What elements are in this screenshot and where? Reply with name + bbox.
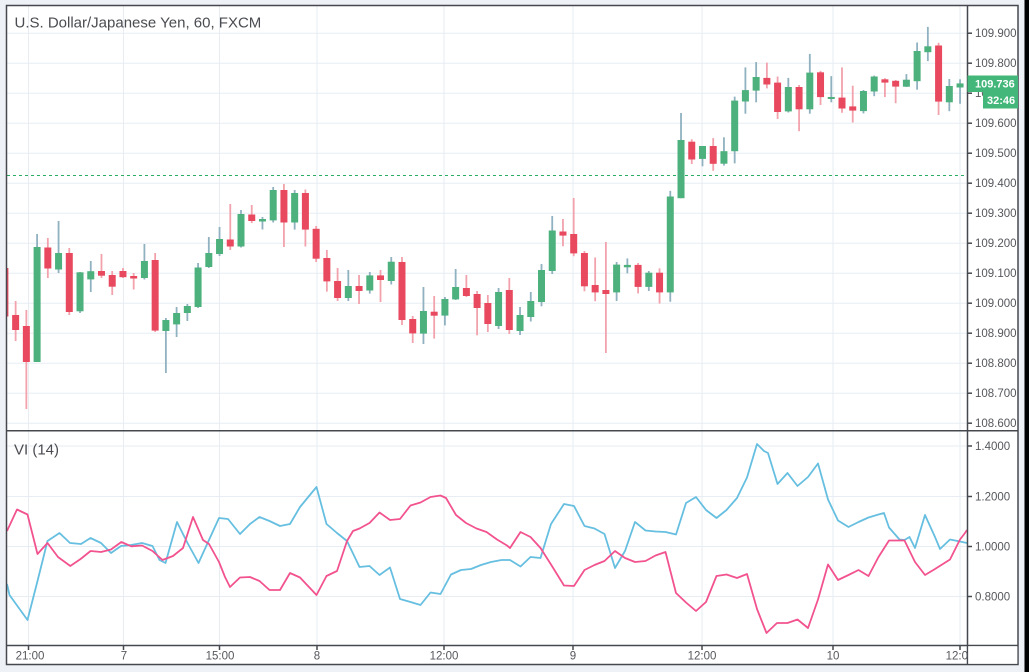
svg-text:109.500: 109.500 <box>975 148 1017 160</box>
svg-text:1.2000: 1.2000 <box>975 492 1010 504</box>
svg-text:109.000: 109.000 <box>975 298 1017 310</box>
svg-text:108.700: 108.700 <box>975 388 1017 400</box>
svg-text:8: 8 <box>314 651 320 663</box>
svg-text:12:00: 12:00 <box>688 651 717 663</box>
svg-text:109.900: 109.900 <box>975 28 1017 40</box>
svg-text:109.800: 109.800 <box>975 58 1017 70</box>
svg-text:12:00: 12:00 <box>430 651 459 663</box>
svg-text:108.900: 108.900 <box>975 328 1017 340</box>
svg-text:1.0000: 1.0000 <box>975 542 1010 554</box>
svg-text:VI (14): VI (14) <box>14 442 59 459</box>
svg-text:109.736: 109.736 <box>975 79 1015 91</box>
svg-text:21:00: 21:00 <box>16 651 45 663</box>
svg-text:109.600: 109.600 <box>975 118 1017 130</box>
svg-text:15:00: 15:00 <box>206 651 235 663</box>
svg-text:9: 9 <box>570 651 576 663</box>
svg-text:108.600: 108.600 <box>975 418 1017 430</box>
svg-text:0.8000: 0.8000 <box>975 592 1010 604</box>
svg-text:109.400: 109.400 <box>975 178 1017 190</box>
svg-text:7: 7 <box>121 651 127 663</box>
svg-text:U.S. Dollar/Japanese Yen, 60,: U.S. Dollar/Japanese Yen, 60, FXCM <box>15 15 262 32</box>
svg-text:12:00: 12:00 <box>946 651 975 663</box>
svg-text:109.300: 109.300 <box>975 208 1017 220</box>
svg-text:109.200: 109.200 <box>975 238 1017 250</box>
svg-text:10: 10 <box>827 651 840 663</box>
svg-text:32:46: 32:46 <box>987 95 1015 107</box>
svg-text:108.800: 108.800 <box>975 358 1017 370</box>
svg-text:1.4000: 1.4000 <box>975 441 1010 453</box>
svg-text:109.100: 109.100 <box>975 268 1017 280</box>
